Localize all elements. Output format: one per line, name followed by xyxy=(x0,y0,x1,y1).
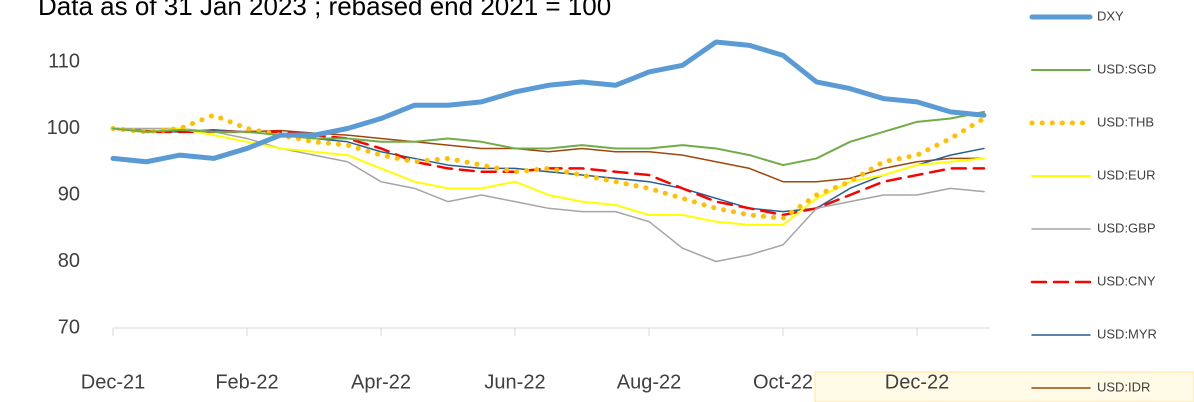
series-line xyxy=(110,112,987,221)
x-tick-label: Feb-22 xyxy=(215,371,278,393)
legend-label: USD:THB xyxy=(1097,114,1154,129)
legend-label: USD:GBP xyxy=(1097,220,1156,235)
x-tick-label: Jun-22 xyxy=(484,371,545,393)
chart-title: Data as of 31 Jan 2023 ; rebased end 202… xyxy=(38,0,611,21)
series-line xyxy=(112,127,985,183)
x-tick-label: Aug-22 xyxy=(617,371,682,393)
series-line xyxy=(110,39,987,165)
y-tick-label: 100 xyxy=(47,117,80,139)
y-tick-label: 80 xyxy=(58,250,80,272)
legend-label: USD:IDR xyxy=(1097,379,1150,394)
legend-label: USD:SGD xyxy=(1097,61,1156,76)
x-tick-label: Dec-21 xyxy=(81,371,145,393)
y-tick-label: 70 xyxy=(58,316,80,338)
legend-label: USD:CNY xyxy=(1097,273,1156,288)
y-tick-label: 110 xyxy=(48,50,80,72)
decor-box xyxy=(814,371,1194,402)
legend-label: USD:MYR xyxy=(1097,326,1157,341)
series-line xyxy=(112,110,985,167)
x-tick-label: Dec-22 xyxy=(885,371,949,393)
y-tick-label: 90 xyxy=(58,183,80,205)
legend-label: USD:EUR xyxy=(1097,167,1156,182)
x-tick-label: Oct-22 xyxy=(753,371,813,393)
x-tick-label: Apr-22 xyxy=(351,371,411,393)
legend-label: DXY xyxy=(1097,8,1124,23)
